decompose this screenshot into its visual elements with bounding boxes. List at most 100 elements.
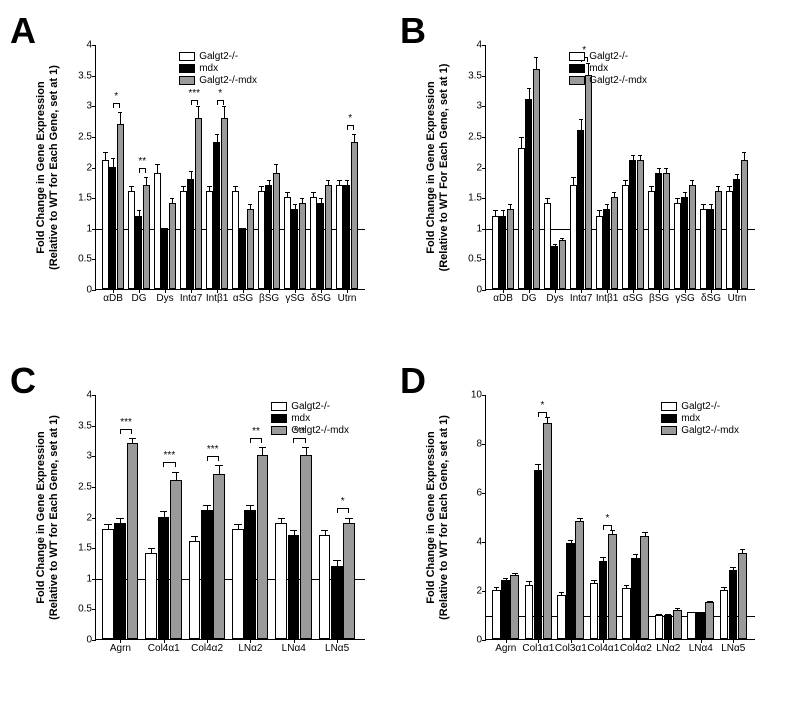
legend-swatch [271, 402, 287, 411]
legend-label: mdx [291, 413, 310, 424]
bar [299, 203, 306, 289]
error-cap [597, 210, 601, 211]
bar [707, 209, 714, 289]
bar [648, 191, 655, 289]
significance-bracket [250, 438, 262, 443]
legend: Galgt2-/-mdxGalgt2-/-mdx [179, 51, 257, 87]
error-cap [577, 518, 583, 519]
error-bar [547, 417, 548, 424]
error-cap [642, 532, 648, 533]
significance-bracket [163, 462, 175, 467]
ytick-label: 2 [476, 162, 486, 173]
bar [700, 209, 707, 289]
panel-letter-D: D [400, 360, 426, 402]
error-cap [267, 180, 271, 181]
legend-item: Galgt2-/-mdx [271, 425, 349, 436]
xtick-label: LNα2 [238, 639, 262, 654]
significance-bracket [217, 100, 224, 105]
legend-item: Galgt2-/- [271, 401, 349, 412]
legend-swatch [179, 76, 195, 85]
legend-swatch [569, 76, 585, 85]
bar [291, 209, 298, 289]
panel-D: DFold Change in Gene Expression(Relative… [400, 360, 770, 690]
bar [729, 570, 738, 639]
error-cap [321, 530, 328, 531]
error-cap [591, 580, 597, 581]
legend-swatch [179, 52, 195, 61]
legend-label: mdx [199, 63, 218, 74]
error-cap [293, 204, 297, 205]
ytick-label: 4 [476, 537, 486, 548]
bar [284, 197, 291, 289]
bar [201, 510, 213, 639]
ytick-label: 0.5 [78, 604, 96, 615]
error-cap [129, 438, 136, 439]
error-cap [727, 186, 731, 187]
legend-item: Galgt2-/- [179, 51, 257, 62]
plot-area: 00.511.522.533.54αDBDGDysIntα7Intβ1αSGβS… [95, 45, 365, 290]
error-cap [624, 585, 630, 586]
ytick-label: 3 [86, 451, 96, 462]
bar [158, 517, 170, 640]
bar [585, 75, 592, 289]
legend-item: mdx [661, 413, 739, 424]
bar [213, 474, 225, 639]
bar [161, 228, 168, 289]
error-cap [222, 106, 226, 107]
bar [265, 185, 272, 289]
ytick-label: 1.5 [468, 193, 486, 204]
bar [195, 118, 202, 290]
bar [622, 185, 629, 289]
error-cap [545, 417, 551, 418]
error-cap [559, 592, 565, 593]
bar [575, 521, 584, 639]
error-cap [610, 530, 616, 531]
error-cap [302, 447, 309, 448]
bar [244, 510, 256, 639]
xtick-label: LNα5 [721, 639, 745, 654]
bar [221, 118, 228, 290]
bar [232, 529, 244, 639]
xtick-label: γSG [285, 289, 304, 304]
error-cap [519, 137, 523, 138]
bar [170, 480, 182, 639]
xtick-label: δSG [701, 289, 721, 304]
error-bar [521, 137, 522, 149]
error-cap [148, 548, 155, 549]
bar [114, 523, 126, 639]
bar [590, 583, 599, 639]
significance-label: * [348, 113, 352, 124]
bar [577, 130, 584, 289]
bar [128, 191, 135, 289]
significance-bracket [207, 456, 219, 461]
legend-label: Galgt2-/-mdx [291, 425, 349, 436]
bar [534, 470, 543, 639]
xtick-label: Utrn [728, 289, 747, 304]
error-cap [689, 612, 695, 613]
xtick-label: Agrn [495, 639, 516, 654]
legend-label: Galgt2-/- [291, 401, 330, 412]
xtick-label: βSG [649, 289, 669, 304]
ytick-label: 6 [476, 488, 486, 499]
bar [325, 185, 332, 289]
bar [189, 541, 201, 639]
error-cap [285, 192, 289, 193]
error-cap [290, 530, 297, 531]
ytick-label: 2.5 [78, 481, 96, 492]
bar [135, 216, 142, 290]
ytick-label: 4 [86, 40, 96, 51]
bar [102, 529, 114, 639]
error-cap [701, 204, 705, 205]
error-cap [137, 210, 141, 211]
legend-item: Galgt2-/-mdx [569, 75, 647, 86]
bar [258, 191, 265, 289]
ytick-label: 1.5 [78, 543, 96, 554]
significance-bracket [120, 429, 132, 434]
xtick-label: Intα7 [180, 289, 202, 304]
legend-item: Galgt2-/-mdx [179, 75, 257, 86]
bar [257, 455, 269, 639]
bar [154, 173, 161, 289]
error-cap [664, 168, 668, 169]
error-cap [508, 204, 512, 205]
error-bar [536, 57, 537, 69]
